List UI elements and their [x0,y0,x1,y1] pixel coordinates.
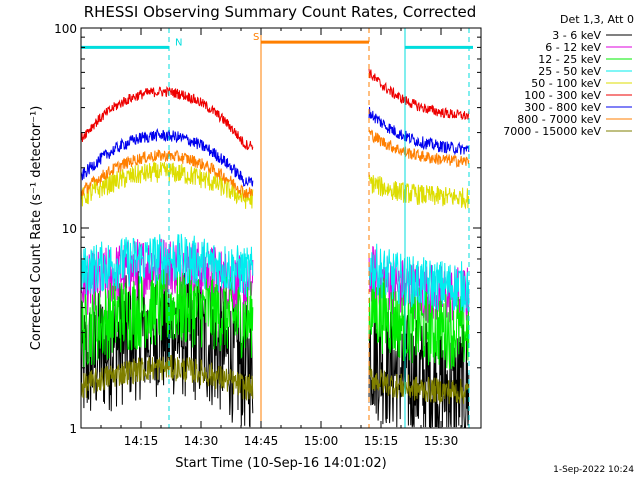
x-tick-label-3: 15:00 [304,434,339,448]
x-tick-label-5: 15:30 [424,434,459,448]
series-line-5-seg-0 [81,86,254,151]
legend-label-4: 50 - 100 keV [531,77,601,90]
legend-title: Det 1,3, Att 0 [560,13,634,26]
series-line-5-seg-1 [368,68,470,120]
chart-title: RHESSI Observing Summary Count Rates, Co… [84,3,477,21]
series-line-8-seg-0 [81,354,254,402]
series-line-6-seg-1 [368,106,470,156]
y-axis-label: Corrected Count Rate (s⁻¹ detector⁻¹) [29,106,44,351]
footer-timestamp: 1-Sep-2022 10:24 [553,465,634,475]
legend-label-0: 3 - 6 keV [552,29,601,42]
x-tick-label-1: 14:30 [184,434,219,448]
series-line-8-seg-1 [368,364,470,405]
x-axis: 14:15 14:30 14:45 15:00 15:15 15:30 [80,28,482,448]
legend-label-8: 7000 - 15000 keV [503,125,601,138]
legend-label-3: 25 - 50 keV [538,65,601,78]
flag-label-2: S [253,32,259,43]
series-line-7-seg-0 [81,149,254,200]
legend-label-7: 800 - 7000 keV [517,113,601,126]
x-tick-label-2: 14:45 [244,434,279,448]
y-tick-label-2: 100 [54,22,77,36]
flag-label-0: N [175,37,182,48]
series-line-3-seg-0 [81,233,254,298]
series-line-4-seg-1 [368,174,470,210]
y-tick-label-1: 10 [62,222,77,236]
series-line-3-seg-1 [368,243,470,313]
series-line-2-seg-1 [368,274,470,370]
legend-label-2: 12 - 25 keV [538,53,601,66]
legend-label-6: 300 - 800 keV [524,101,601,114]
series-line-6-seg-0 [81,127,254,187]
legend-label-1: 6 - 12 keV [545,41,601,54]
y-axis: 1 10 100 [54,22,481,436]
y-tick-label-0: 1 [69,422,77,436]
x-axis-label: Start Time (10-Sep-16 14:01:02) [175,456,386,471]
series-line-7-seg-1 [368,129,470,168]
x-tick-label-4: 15:15 [364,434,399,448]
series-line-4-seg-0 [81,161,254,209]
legend-label-5: 100 - 300 keV [524,89,601,102]
x-tick-label-0: 14:15 [124,434,159,448]
plot-area [81,28,473,428]
